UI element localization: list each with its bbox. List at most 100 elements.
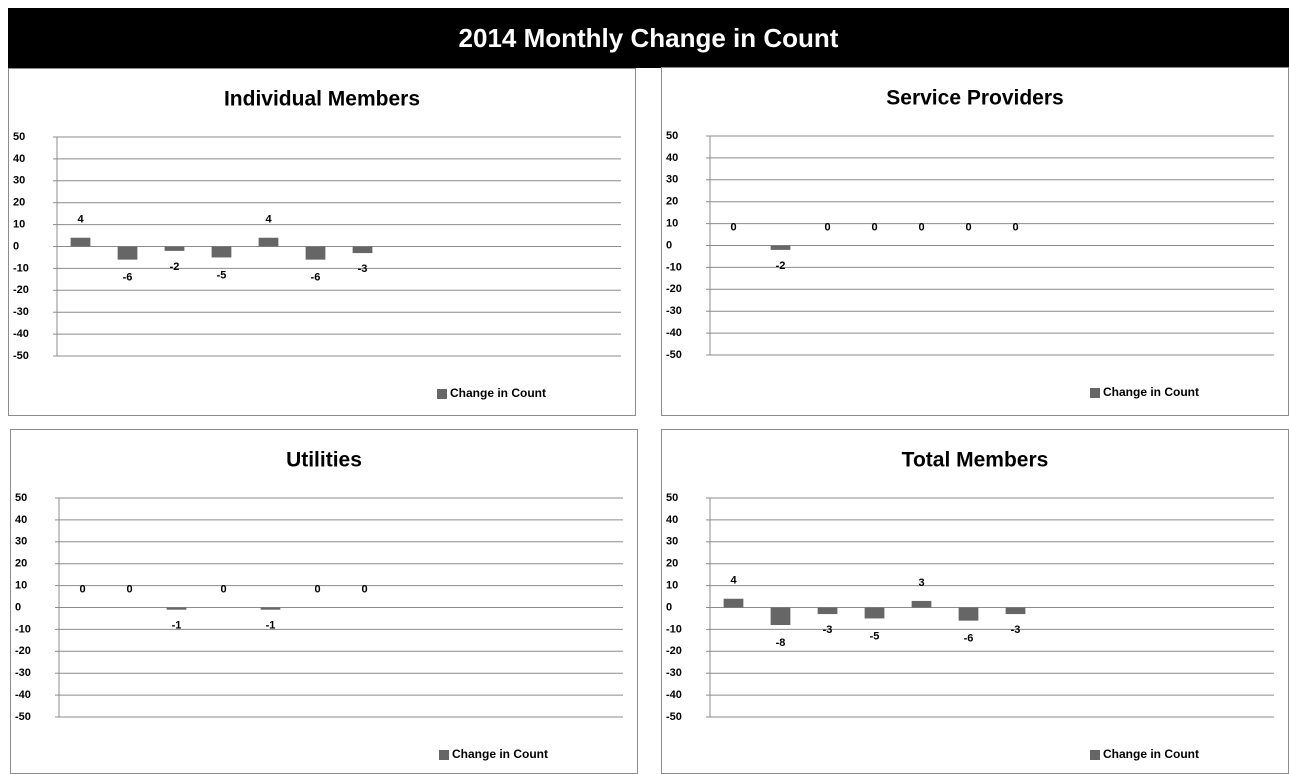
y-tick-label: 20 — [13, 197, 25, 209]
y-tick-label: 50 — [666, 130, 678, 142]
data-label: -2 — [776, 260, 786, 272]
y-tick-label: 10 — [666, 580, 678, 592]
data-label: 4 — [730, 575, 737, 587]
y-tick-label: 10 — [15, 580, 27, 592]
y-tick-label: 40 — [15, 514, 27, 526]
y-tick-label: 30 — [13, 175, 25, 187]
data-label: 0 — [871, 221, 877, 233]
bar — [70, 237, 91, 247]
y-tick-label: -30 — [666, 667, 682, 679]
bar — [770, 607, 791, 626]
y-tick-label: 30 — [666, 536, 678, 548]
y-tick-label: -10 — [13, 262, 29, 274]
y-tick-label: -30 — [666, 305, 682, 317]
data-label: -6 — [964, 633, 974, 645]
y-tick-label: -10 — [666, 623, 682, 635]
data-label: 0 — [730, 221, 736, 233]
y-tick-label: 0 — [15, 601, 21, 613]
data-label: -6 — [123, 272, 133, 284]
data-label: 0 — [314, 583, 320, 595]
legend-label: Change in Count — [1103, 747, 1199, 761]
y-tick-label: -40 — [13, 328, 29, 340]
data-label: -5 — [870, 630, 880, 642]
data-label: 3 — [918, 577, 924, 589]
data-label: -8 — [776, 637, 786, 649]
chart-title: Utilities — [286, 449, 362, 472]
bar — [305, 246, 326, 260]
data-label: -5 — [217, 269, 227, 281]
bar — [958, 607, 979, 621]
data-label: 4 — [77, 214, 84, 226]
y-tick-label: 40 — [666, 152, 678, 164]
y-tick-label: -40 — [15, 689, 31, 701]
y-tick-label: -30 — [13, 306, 29, 318]
data-label: 0 — [220, 583, 226, 595]
chart-panel: Individual Members -50 -40 -30 -20 -10 0 10 20 30… — [8, 68, 636, 416]
y-tick-label: 50 — [15, 492, 27, 504]
y-tick-label: -30 — [15, 667, 31, 679]
bar — [211, 246, 232, 258]
bar — [117, 246, 138, 260]
legend-label: Change in Count — [1103, 385, 1199, 399]
bar — [1005, 607, 1026, 615]
bar — [817, 607, 838, 615]
chart-title: Service Providers — [886, 87, 1063, 110]
bar — [164, 246, 185, 251]
chart-panel: Service Providers -50 -40 -30 -20 -10 0 10 20 30 4… — [661, 67, 1289, 416]
legend-swatch — [439, 750, 449, 760]
y-tick-label: 30 — [666, 174, 678, 186]
data-label: 0 — [79, 583, 85, 595]
bar — [258, 237, 279, 247]
bar — [911, 600, 932, 608]
y-tick-label: -20 — [666, 283, 682, 295]
y-tick-label: 10 — [666, 218, 678, 230]
data-label: -3 — [358, 263, 368, 275]
chart: Individual Members -50 -40 -30 -20 -10 0 10 20 30… — [13, 88, 621, 400]
chart-panel: Utilities -50 -40 -30 -20 -10 0 10 20 30 40 50 0 0 -1 0… — [10, 429, 638, 774]
data-label: 4 — [265, 214, 272, 226]
bar — [770, 245, 791, 250]
y-tick-label: -20 — [13, 284, 29, 296]
data-label: 0 — [1012, 221, 1018, 233]
y-tick-label: -50 — [666, 711, 682, 723]
legend-swatch — [1090, 750, 1100, 760]
y-tick-label: 40 — [13, 153, 25, 165]
y-tick-label: -20 — [666, 645, 682, 657]
y-tick-label: 0 — [666, 239, 672, 251]
data-label: -1 — [266, 620, 276, 632]
y-tick-label: -20 — [15, 645, 31, 657]
bar — [352, 246, 373, 254]
legend-label: Change in Count — [452, 747, 548, 761]
data-label: -1 — [172, 620, 182, 632]
y-tick-label: 20 — [666, 196, 678, 208]
data-label: 0 — [918, 221, 924, 233]
data-label: -6 — [311, 272, 321, 284]
legend-swatch — [437, 389, 447, 399]
y-tick-label: 50 — [666, 492, 678, 504]
y-tick-label: 50 — [13, 131, 25, 143]
chart: Service Providers-50-40-30-20-1001020304… — [666, 87, 1274, 399]
bar — [260, 607, 281, 610]
chart-title: Total Members — [902, 449, 1049, 472]
bar — [864, 607, 885, 619]
data-label: -3 — [823, 624, 833, 636]
y-tick-label: -10 — [666, 261, 682, 273]
legend-label: Change in Count — [450, 386, 546, 400]
legend-swatch — [1090, 388, 1100, 398]
y-tick-label: 30 — [15, 536, 27, 548]
bar — [723, 598, 744, 608]
data-label: 0 — [361, 583, 367, 595]
chart-panel: Total Members -50 -40 -30 -20 -10 0 10 20 30 40 50 4… — [661, 429, 1289, 774]
y-tick-label: 0 — [13, 240, 19, 252]
y-tick-label: -50 — [666, 349, 682, 361]
y-tick-label: -50 — [15, 711, 31, 723]
y-tick-label: 40 — [666, 514, 678, 526]
data-label: 0 — [965, 221, 971, 233]
bar — [166, 607, 187, 610]
data-label: 0 — [824, 221, 830, 233]
y-tick-label: -40 — [666, 327, 682, 339]
y-tick-label: -40 — [666, 689, 682, 701]
y-tick-label: 0 — [666, 601, 672, 613]
